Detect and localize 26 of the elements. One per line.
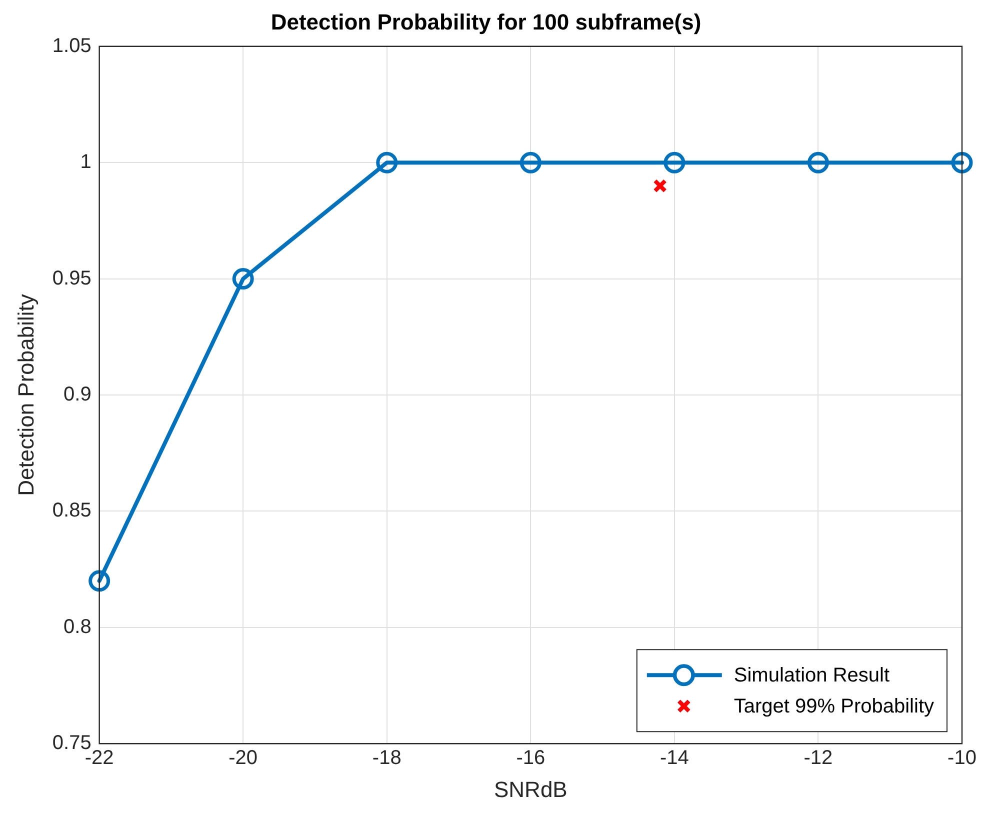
x-tick-label: -10 bbox=[948, 747, 976, 770]
x-tick-label: -14 bbox=[660, 747, 689, 770]
y-tick-label: 1 bbox=[80, 151, 92, 174]
x-tick-label: -16 bbox=[516, 747, 546, 770]
y-tick-label: 0.95 bbox=[52, 267, 92, 290]
y-axis-title: Detection Probability bbox=[13, 294, 38, 496]
legend-label: Target 99% Probability bbox=[734, 696, 934, 718]
x-tick-label: -20 bbox=[228, 747, 258, 770]
legend-label: Simulation Result bbox=[734, 664, 890, 687]
point bbox=[376, 152, 398, 174]
point bbox=[232, 268, 254, 290]
point bbox=[807, 152, 829, 174]
y-tick-label: 1.05 bbox=[52, 34, 92, 57]
x-tick-label: -18 bbox=[372, 747, 402, 770]
y-tick-label: 0.8 bbox=[64, 616, 92, 638]
x-axis-title: SNRdB bbox=[494, 776, 568, 802]
y-tick-label: 0.9 bbox=[64, 384, 92, 406]
chart-title: Detection Probability for 100 subframe(s) bbox=[270, 9, 702, 34]
point bbox=[88, 570, 110, 592]
point bbox=[951, 152, 973, 174]
point bbox=[664, 152, 686, 174]
point bbox=[653, 178, 668, 193]
point bbox=[520, 152, 542, 174]
y-tick-label: 0.75 bbox=[52, 732, 92, 754]
x-tick-label: -12 bbox=[804, 747, 833, 770]
y-tick-label: 0.85 bbox=[52, 500, 92, 522]
